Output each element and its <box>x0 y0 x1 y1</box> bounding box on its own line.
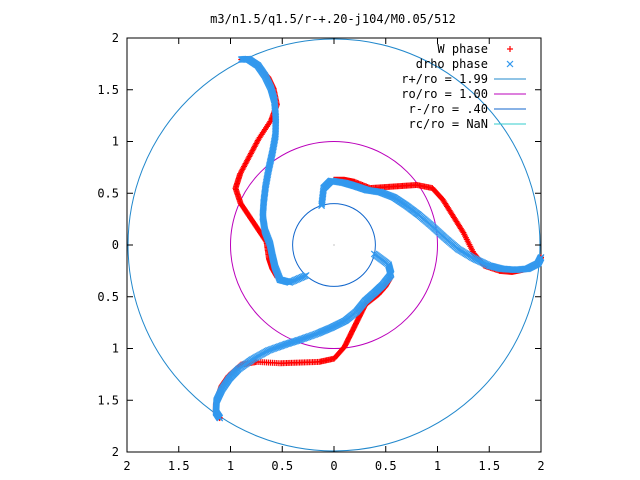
drho-phase-point <box>537 253 545 261</box>
legend-marker-1 <box>506 60 514 68</box>
drho-phase-point <box>216 414 224 422</box>
x-tick-label-7: 1.5 <box>478 459 500 473</box>
circle-r1 <box>230 141 438 349</box>
legend-label-1: drho phase <box>416 57 488 71</box>
y-tick-label-5: 0.5 <box>97 290 119 304</box>
x-tick-label-3: 0.5 <box>271 459 293 473</box>
center-dot <box>333 244 335 246</box>
x-tick-label-6: 1 <box>434 459 441 473</box>
y-tick-label-7: 1.5 <box>97 393 119 407</box>
y-tick-label-8: 2 <box>112 445 119 459</box>
x-tick-label-2: 1 <box>227 459 234 473</box>
x-tick-label-1: 1.5 <box>168 459 190 473</box>
drho-phase-arm-0 <box>318 177 545 274</box>
axis-ticks: 2 1.5 1 0.5 0 0.5 1 1.5 221.510.500.511.52 <box>97 31 544 473</box>
drho-phase-arm-1 <box>237 55 310 286</box>
legend-label-4: r-/ro = .40 <box>409 102 488 116</box>
data-points <box>212 55 545 422</box>
y-tick-label-2: 1 <box>112 135 119 149</box>
w-phase-point <box>459 228 466 235</box>
x-tick-label-4: 0 <box>330 459 337 473</box>
drho-phase-point <box>237 56 245 63</box>
y-tick-label-3: 0.5 <box>97 186 119 200</box>
legend-marker-0 <box>507 46 513 52</box>
y-tick-label-0: 2 <box>112 31 119 45</box>
x-tick-label-8: 2 <box>537 459 544 473</box>
legend-label-3: ro/ro = 1.00 <box>401 87 488 101</box>
circle-r2 <box>292 203 376 287</box>
legend-label-5: rc/ro = NaN <box>409 117 488 131</box>
x-tick-label-5: 0.5 <box>375 459 397 473</box>
y-tick-label-6: 1 <box>112 342 119 356</box>
chart-title: m3/n1.5/q1.5/r-+.20-j104/M0.05/512 <box>210 12 456 26</box>
y-tick-label-4: 0 <box>112 238 119 252</box>
y-tick-label-1: 1.5 <box>97 83 119 97</box>
x-tick-label-0: 2 <box>123 459 130 473</box>
legend-label-0: W phase <box>437 42 488 56</box>
drho-phase-arm-2 <box>212 250 395 422</box>
legend-label-2: r+/ro = 1.99 <box>401 72 488 86</box>
